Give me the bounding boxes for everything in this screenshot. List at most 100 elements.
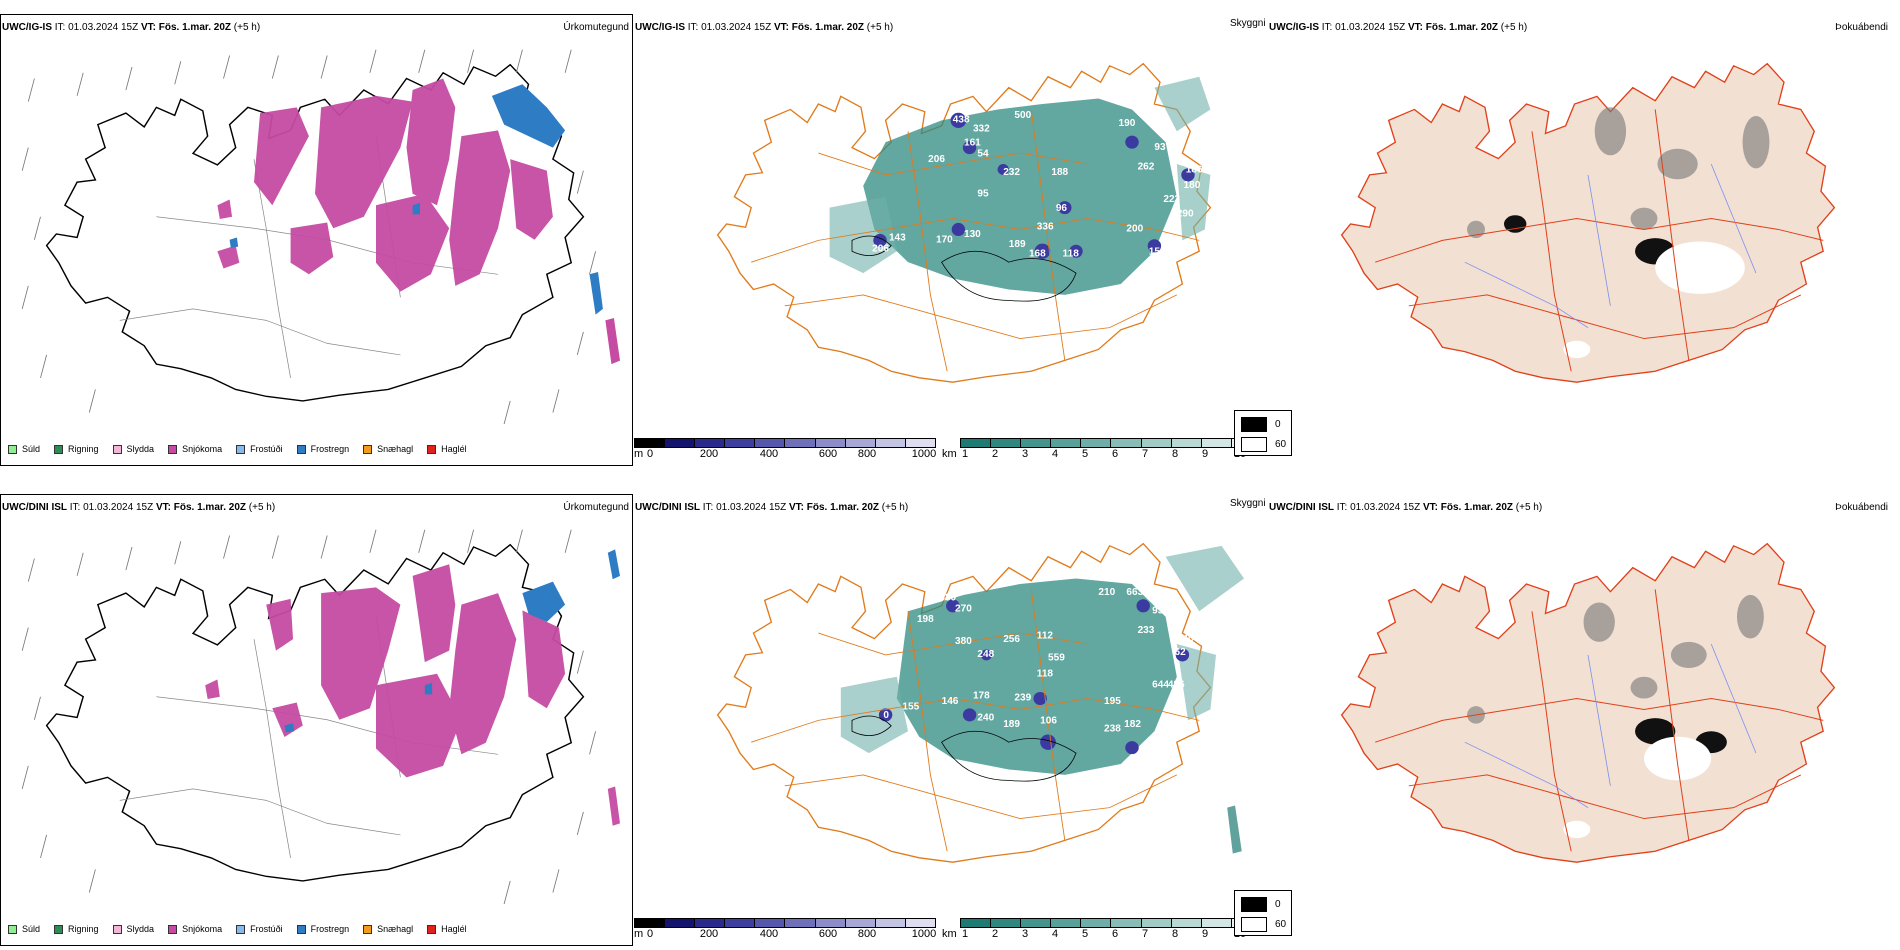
legend-label: Snjókoma — [182, 924, 223, 934]
valid-time-label: VT: — [788, 502, 804, 513]
legend-item: Haglél — [427, 444, 467, 454]
panel-header: UWC/IG-IS IT: 01.03.2024 15Z VT: Fös. 1.… — [635, 22, 893, 33]
lead-time: (+5 h) — [866, 22, 894, 33]
colorbar-tick: 9 — [1201, 448, 1209, 460]
legend-label: Haglél — [441, 444, 467, 454]
legend-label: Frostregn — [310, 924, 350, 934]
legend-label: Súld — [22, 924, 41, 934]
colorbar-tick: 0 — [646, 928, 654, 940]
visibility-map: 680 270 210 663 93 198 380 256 112 233 1… — [684, 524, 1244, 884]
vis-value: 438 — [953, 115, 970, 126]
legend-label: Frostregn — [310, 444, 350, 454]
legend-swatch — [54, 924, 64, 934]
vis-value: 248 — [977, 649, 994, 660]
vis-value: 155 — [902, 702, 919, 713]
vis-value: 118 — [1037, 669, 1054, 680]
legend-item: Rigning — [54, 444, 99, 454]
legend-item: Slydda — [112, 924, 154, 934]
colorbar-tick: 400 — [759, 448, 779, 460]
colorbar-km: km 1 2 3 4 5 6 7 8 9 10 — [942, 438, 1262, 460]
fog-legend-item: 60 — [1241, 437, 1286, 452]
colorbar-tick: 800 — [857, 928, 877, 940]
vis-value: 190 — [1119, 118, 1136, 129]
init-time: IT: 01.03.2024 15Z — [54, 22, 139, 33]
vis-value: 140 — [1177, 634, 1194, 645]
legend-label: Haglél — [441, 924, 467, 934]
vis-value: 189 — [1009, 239, 1026, 250]
valid-time-label: VT: — [1422, 502, 1438, 513]
panel-title: Úrkomutegund — [563, 22, 629, 33]
valid-time: Fös. 1.mar. 20Z — [158, 22, 232, 33]
colorbar-unit: m — [634, 928, 644, 940]
vis-value: 93 — [1154, 142, 1166, 153]
legend-swatch — [168, 444, 178, 454]
colorbar-tick: 200 — [699, 928, 719, 940]
lead-time: (+5 h) — [881, 502, 909, 513]
legend-item: Frostregn — [296, 924, 350, 934]
colorbar-unit: km — [942, 448, 957, 460]
colorbar-tick: 1000 — [911, 448, 937, 460]
lead-time: (+5 h) — [1500, 22, 1528, 33]
legend-swatch — [8, 444, 17, 454]
init-time: IT: 01.03.2024 15Z — [1321, 22, 1406, 33]
vis-value: 233 — [1138, 625, 1155, 636]
legend-label: 60 — [1275, 439, 1287, 450]
legend-item: Snjókoma — [168, 444, 222, 454]
legend-label: Frostúði — [250, 444, 283, 454]
visibility-panel-1: UWC/IG-IS IT: 01.03.2024 15Z VT: Fös. 1.… — [634, 14, 1268, 466]
vis-value: 206 — [928, 154, 945, 165]
vis-value: 223 — [1163, 194, 1180, 205]
valid-time-label: VT: — [140, 22, 156, 33]
colorbar-tick: 9 — [1201, 928, 1209, 940]
precip-map-frame — [0, 14, 633, 466]
precip-map — [21, 529, 620, 905]
legend-swatch — [363, 924, 373, 934]
colorbar-tick: 6 — [1111, 928, 1119, 940]
colorbar-tick: 2 — [991, 928, 999, 940]
legend-swatch — [236, 444, 246, 454]
legend-swatch — [112, 444, 122, 454]
legend-label: 0 — [1275, 419, 1281, 430]
valid-time: Fös. 1.mar. 20Z — [1425, 22, 1499, 33]
vis-value: 195 — [1104, 696, 1121, 707]
vis-value: 336 — [1037, 222, 1054, 233]
legend-item: Slydda — [112, 444, 155, 454]
model-name: UWC/IG-IS — [1269, 22, 1319, 33]
vis-value: 559 — [1048, 652, 1065, 663]
vis-value: 238 — [1104, 723, 1121, 734]
colorbar-tick: 1000 — [911, 928, 937, 940]
fog-map — [1308, 44, 1868, 404]
vis-value: 680 — [939, 592, 956, 603]
panel-title: Þokuábendi — [1835, 502, 1888, 513]
fog-legend-item: 60 — [1241, 917, 1286, 932]
vis-value: 0 — [883, 710, 889, 721]
colorbar-tick: 800 — [857, 448, 877, 460]
colorbar-tick: 5 — [1081, 448, 1089, 460]
vis-value: 170 — [936, 235, 953, 246]
legend-label: 0 — [1275, 899, 1281, 910]
precip-legend: Súld Rigning Slydda Snjókoma Frostúði Fr… — [8, 444, 481, 454]
legend-label: Slydda — [126, 444, 155, 454]
legend-item: Snæhagl — [363, 924, 413, 934]
colorbar-tick: 3 — [1021, 448, 1029, 460]
legend-label: Rigning — [68, 444, 99, 454]
vis-value: 332 — [973, 123, 990, 134]
colorbar-tick: 2 — [991, 448, 999, 460]
init-time: IT: 01.03.2024 15Z — [702, 502, 787, 513]
legend-label: Súld — [22, 444, 41, 454]
model-name: UWC/DINI ISL — [1269, 502, 1334, 513]
colorbar-tick: 8 — [1171, 928, 1179, 940]
vis-value: 270 — [955, 603, 972, 614]
vis-value: 290 — [1177, 208, 1194, 219]
legend-item: Snæhagl — [363, 444, 413, 454]
colorbar-m: m 0 200 400 600 800 1000 — [634, 918, 936, 940]
panel-header: UWC/DINI ISL IT: 01.03.2024 15Z VT: Fös.… — [635, 502, 908, 513]
model-name: UWC/DINI ISL — [2, 502, 67, 513]
colorbar-tick: 0 — [646, 448, 654, 460]
legend-item: Frostúði — [236, 924, 283, 934]
vis-value: 182 — [1124, 719, 1141, 730]
legend-label: Snjókoma — [182, 444, 223, 454]
colorbar-tick: 3 — [1021, 928, 1029, 940]
colorbar-tick: 4 — [1051, 928, 1059, 940]
precip-legend: Súld Rigning Slydda Snjókoma Frostúði Fr… — [8, 924, 481, 934]
